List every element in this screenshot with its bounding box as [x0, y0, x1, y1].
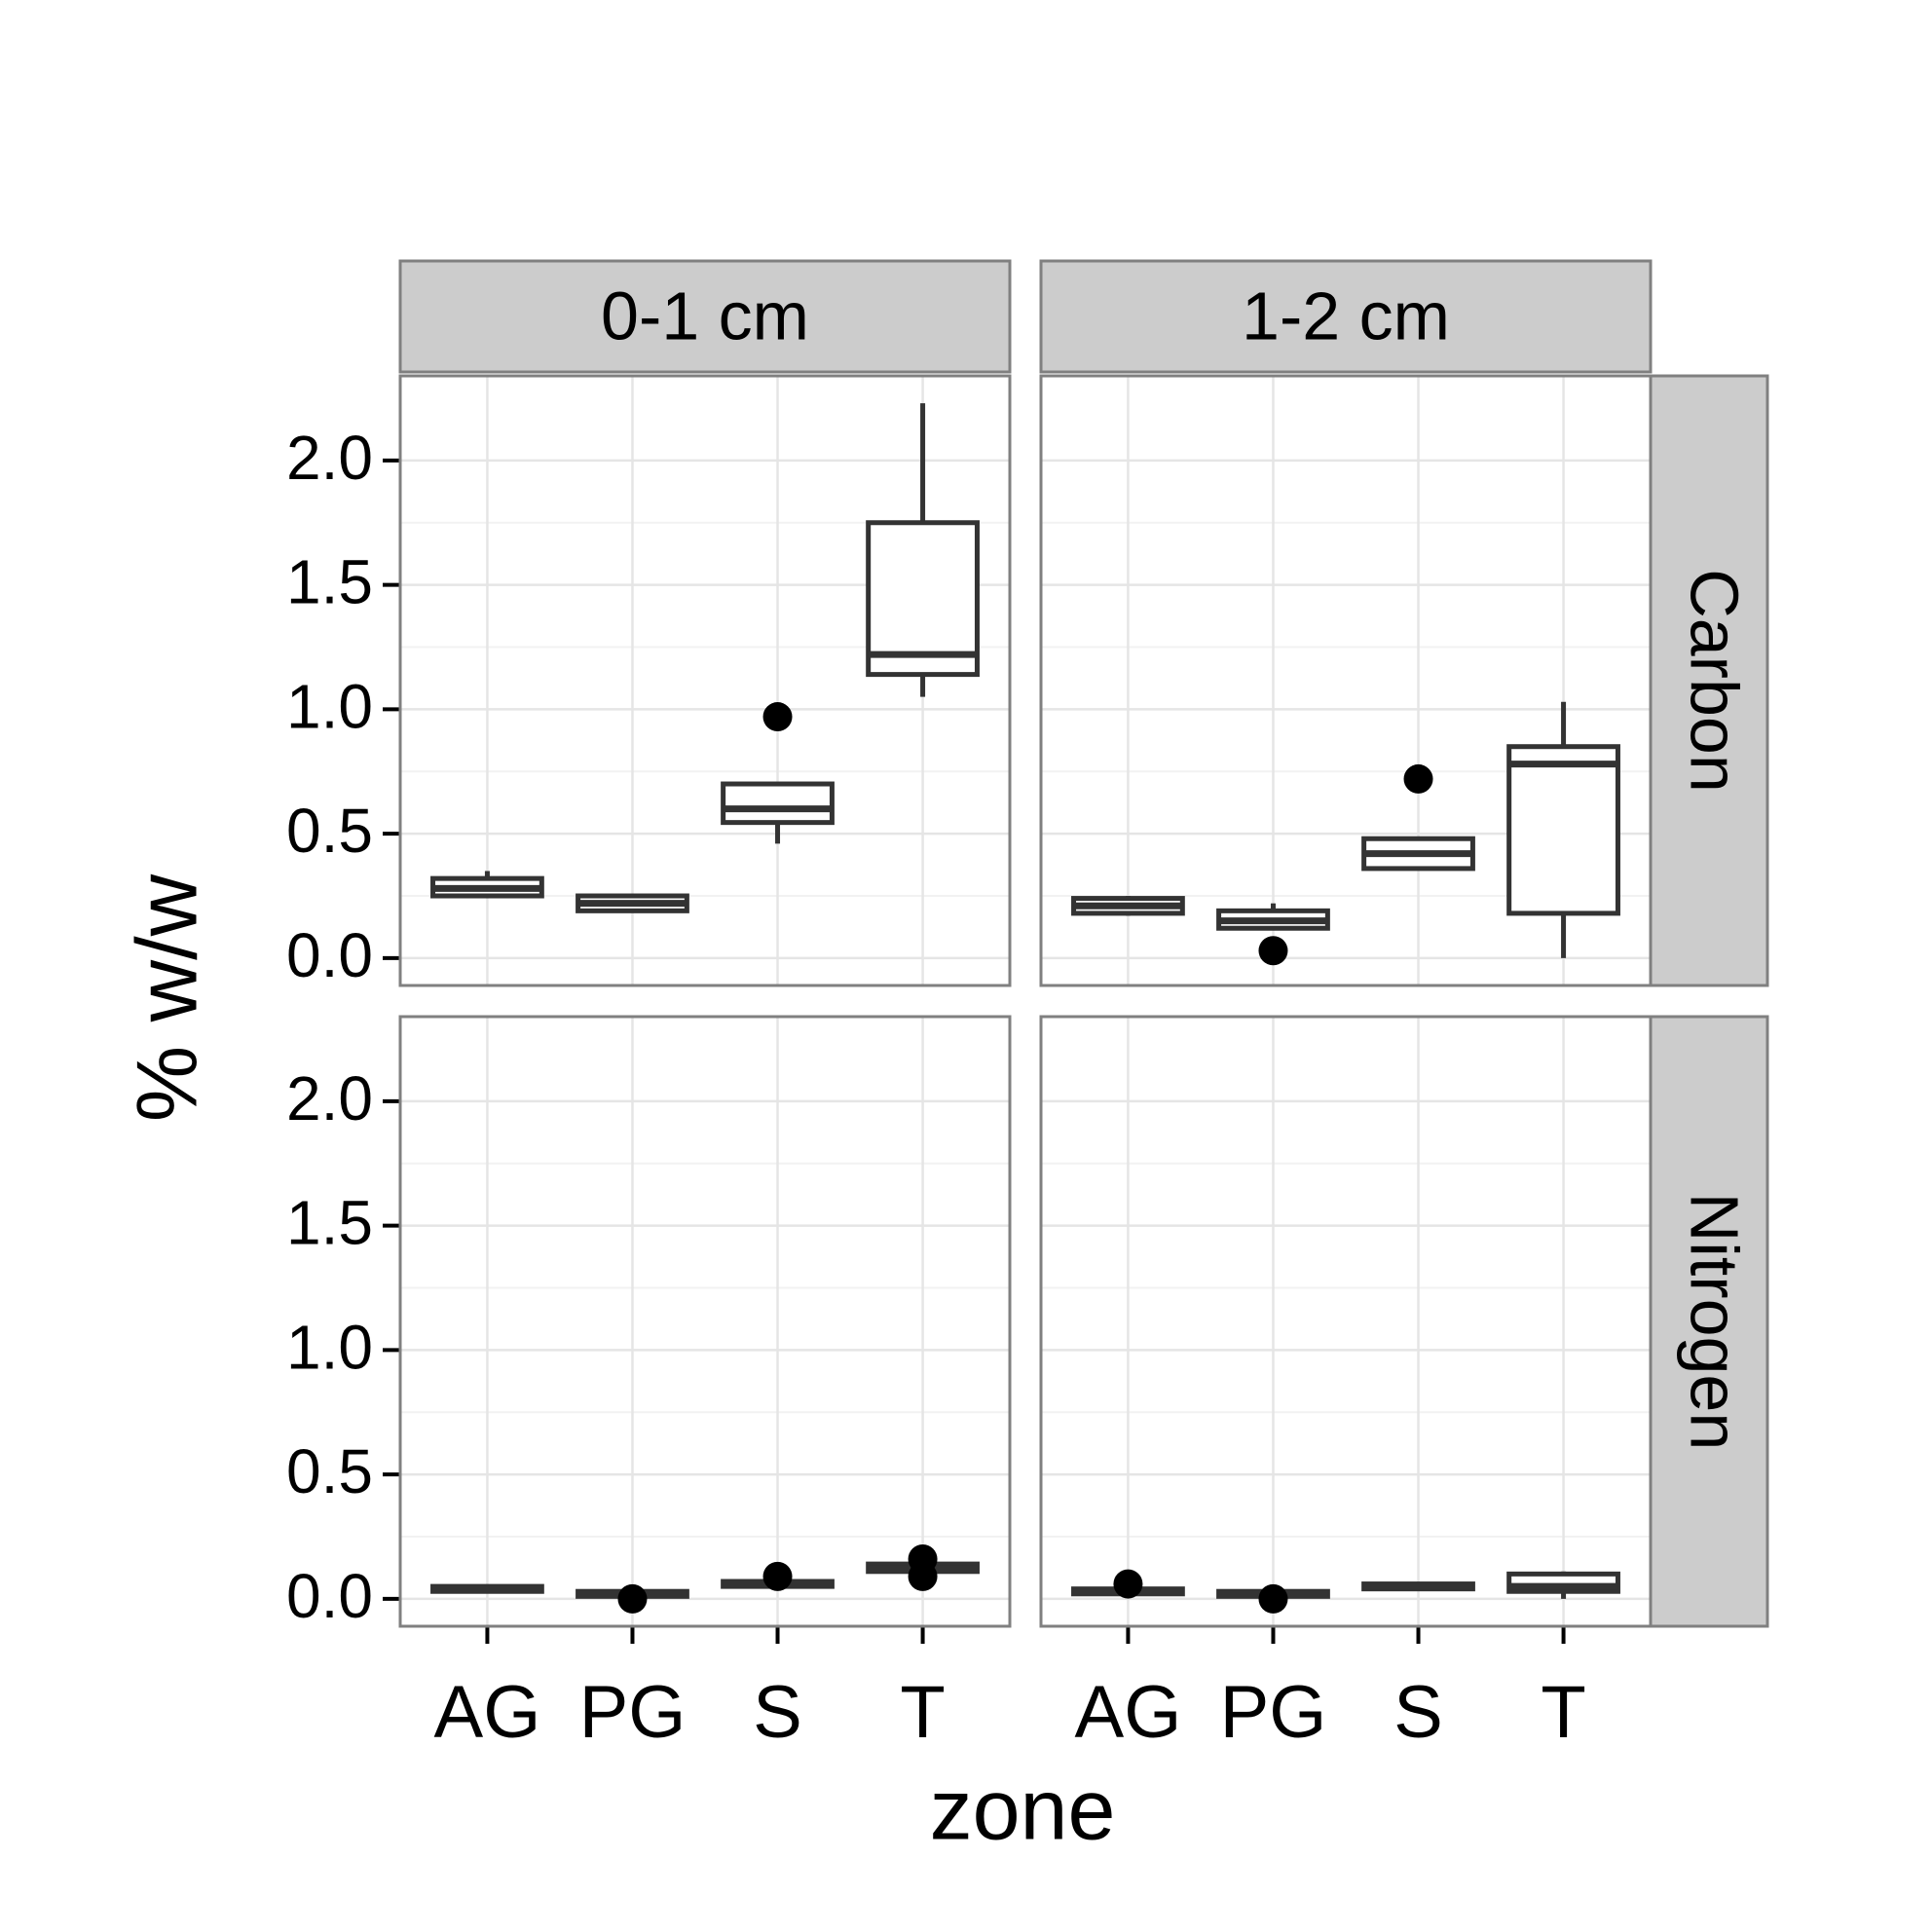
- outlier: [762, 1561, 793, 1591]
- x-tick-label: PG: [579, 1671, 687, 1754]
- panel-border: [1039, 1015, 1653, 1628]
- box: [1506, 744, 1620, 916]
- x-tick-label: AG: [1075, 1671, 1182, 1754]
- x-tick-label: AG: [434, 1671, 541, 1754]
- y-axis-title: % w/w: [118, 873, 214, 1122]
- y-tick-label: 0.5: [286, 796, 373, 866]
- x-tick-label: T: [1541, 1671, 1585, 1754]
- x-tick-label: PG: [1220, 1671, 1327, 1754]
- panel-border: [398, 374, 1012, 987]
- row-strip-label: Carbon: [1677, 569, 1753, 793]
- x-tick-label: S: [1393, 1671, 1443, 1754]
- row-strip: [1649, 374, 1769, 987]
- box: [866, 520, 980, 678]
- panel-background: [400, 1017, 1010, 1626]
- y-tick-label: 1.0: [286, 671, 373, 741]
- outlier: [908, 1561, 938, 1591]
- y-tick-label: 0.0: [286, 920, 373, 990]
- column-strip-label: 1-2 cm: [1242, 278, 1450, 353]
- x-tick-label: S: [753, 1671, 802, 1754]
- outlier: [1258, 936, 1288, 966]
- y-tick-label: 0.5: [286, 1436, 373, 1506]
- outlier: [1258, 1583, 1288, 1614]
- column-strip: [398, 259, 1012, 374]
- row-strip: [1649, 1015, 1769, 1628]
- column-strip: [1039, 259, 1653, 374]
- outlier: [1113, 1569, 1143, 1599]
- y-tick-label: 0.0: [286, 1561, 373, 1631]
- outlier: [617, 1583, 648, 1614]
- row-strip-label: Nitrogen: [1677, 1193, 1753, 1451]
- y-tick-label: 1.0: [286, 1312, 373, 1382]
- y-tick-label: 2.0: [286, 423, 373, 493]
- y-tick-label: 1.5: [286, 547, 373, 617]
- outlier: [1403, 763, 1433, 794]
- x-tick-label: T: [900, 1671, 945, 1754]
- y-tick-label: 1.5: [286, 1188, 373, 1258]
- panel-background: [1041, 1017, 1651, 1626]
- panel-border: [398, 1015, 1012, 1628]
- y-tick-label: 2.0: [286, 1063, 373, 1133]
- column-strip-label: 0-1 cm: [601, 278, 809, 353]
- outlier: [762, 702, 793, 732]
- box: [721, 781, 835, 826]
- panel-border: [1039, 374, 1653, 987]
- x-axis-title: zone: [930, 1761, 1116, 1857]
